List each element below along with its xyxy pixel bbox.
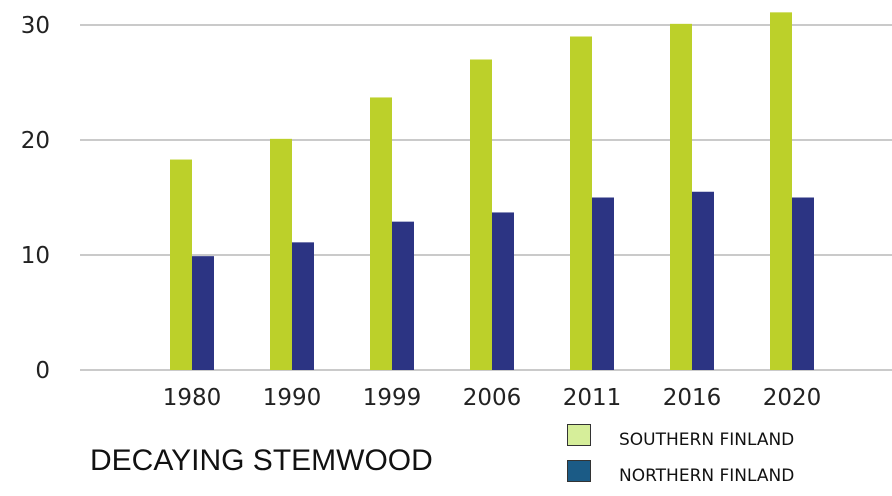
bar-southern-2016 (670, 23, 692, 370)
y-tick-label: 30 (21, 13, 50, 39)
y-tick-label: 0 (35, 358, 50, 384)
bar-northern-1990 (292, 242, 314, 370)
x-tick-label: 2006 (463, 385, 522, 411)
x-tick-label: 1999 (363, 385, 422, 411)
bar-northern-2011 (592, 197, 614, 370)
legend-swatch-southern (567, 424, 591, 446)
bar-southern-1980 (170, 159, 192, 370)
bar-northern-2020 (792, 197, 814, 370)
bar-southern-2011 (570, 36, 592, 370)
x-tick-label: 1990 (263, 385, 322, 411)
x-tick-label: 2020 (763, 385, 822, 411)
bar-southern-1990 (270, 138, 292, 370)
bar-southern-2020 (770, 12, 792, 370)
x-axis-ticks: 1980 1990 1999 2006 2011 2016 2020 (163, 385, 822, 411)
bars (170, 12, 814, 370)
y-tick-label: 10 (21, 243, 50, 269)
bar-southern-2006 (470, 59, 492, 370)
bar-northern-2006 (492, 212, 514, 370)
legend-label-southern: SOUTHERN FINLAND (619, 430, 795, 450)
bar-northern-2016 (692, 191, 714, 370)
x-tick-label: 1980 (163, 385, 222, 411)
y-axis-ticks: 0 10 20 30 (21, 13, 50, 384)
bar-northern-1999 (392, 221, 414, 370)
x-tick-label: 2011 (563, 385, 622, 411)
bar-northern-1980 (192, 256, 214, 370)
y-tick-label: 20 (21, 128, 50, 154)
legend-label-northern: NORTHERN FINLAND (619, 466, 795, 486)
x-tick-label: 2016 (663, 385, 722, 411)
legend-swatch-northern (567, 460, 591, 482)
bar-southern-1999 (370, 97, 392, 370)
chart-subtitle: DECAYING STEMWOOD (90, 444, 433, 477)
